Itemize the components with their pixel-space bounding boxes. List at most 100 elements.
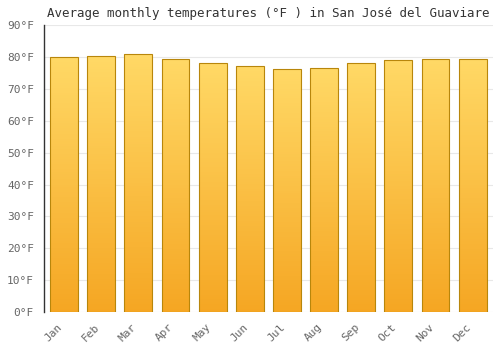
Bar — [198, 190, 226, 192]
Bar — [422, 122, 450, 125]
Bar — [458, 114, 486, 117]
Bar — [422, 261, 450, 264]
Bar — [198, 140, 226, 142]
Bar — [273, 254, 301, 256]
Bar — [88, 118, 115, 120]
Bar — [88, 187, 115, 189]
Bar — [310, 222, 338, 224]
Bar — [348, 255, 375, 257]
Bar — [50, 126, 78, 128]
Bar — [310, 239, 338, 241]
Bar — [310, 141, 338, 144]
Bar — [88, 271, 115, 274]
Bar — [384, 88, 412, 91]
Bar — [310, 275, 338, 278]
Bar — [348, 267, 375, 270]
Bar — [88, 256, 115, 258]
Bar — [273, 103, 301, 106]
Bar — [384, 133, 412, 136]
Bar — [50, 184, 78, 187]
Bar — [422, 195, 450, 198]
Bar — [348, 190, 375, 193]
Bar — [236, 125, 264, 127]
Bar — [50, 256, 78, 258]
Bar — [458, 233, 486, 236]
Bar — [422, 168, 450, 170]
Bar — [310, 226, 338, 229]
Bar — [198, 158, 226, 160]
Bar — [348, 237, 375, 240]
Bar — [162, 302, 190, 304]
Bar — [124, 108, 152, 111]
Bar — [273, 154, 301, 156]
Bar — [384, 269, 412, 272]
Bar — [310, 197, 338, 200]
Bar — [198, 122, 226, 125]
Bar — [88, 123, 115, 125]
Bar — [198, 282, 226, 285]
Bar — [422, 59, 450, 61]
Bar — [236, 132, 264, 135]
Bar — [422, 79, 450, 82]
Bar — [236, 248, 264, 251]
Bar — [384, 80, 412, 83]
Bar — [348, 96, 375, 98]
Bar — [236, 297, 264, 300]
Bar — [310, 244, 338, 246]
Bar — [198, 294, 226, 297]
Bar — [273, 271, 301, 273]
Bar — [458, 92, 486, 94]
Bar — [162, 231, 190, 233]
Bar — [162, 251, 190, 254]
Bar — [422, 117, 450, 119]
Bar — [236, 113, 264, 115]
Bar — [124, 170, 152, 173]
Bar — [88, 77, 115, 79]
Bar — [236, 260, 264, 263]
Bar — [124, 126, 152, 129]
Bar — [310, 100, 338, 102]
Bar — [273, 229, 301, 232]
Bar — [384, 307, 412, 309]
Bar — [273, 89, 301, 91]
Bar — [50, 268, 78, 271]
Bar — [422, 137, 450, 140]
Bar — [88, 141, 115, 144]
Bar — [273, 261, 301, 264]
Bar — [458, 152, 486, 155]
Bar — [162, 266, 190, 269]
Bar — [310, 280, 338, 283]
Bar — [348, 113, 375, 116]
Bar — [348, 223, 375, 225]
Bar — [236, 307, 264, 309]
Bar — [422, 223, 450, 226]
Bar — [384, 277, 412, 279]
Bar — [124, 260, 152, 263]
Bar — [458, 175, 486, 178]
Bar — [384, 171, 412, 174]
Bar — [236, 214, 264, 216]
Bar — [50, 195, 78, 197]
Bar — [273, 290, 301, 293]
Bar — [310, 209, 338, 212]
Bar — [348, 247, 375, 250]
Bar — [50, 162, 78, 164]
Bar — [273, 93, 301, 96]
Bar — [384, 211, 412, 214]
Bar — [124, 183, 152, 186]
Bar — [458, 94, 486, 97]
Bar — [236, 137, 264, 140]
Bar — [50, 192, 78, 195]
Bar — [273, 273, 301, 275]
Bar — [458, 180, 486, 183]
Bar — [124, 237, 152, 240]
Bar — [124, 284, 152, 286]
Bar — [273, 220, 301, 222]
Bar — [198, 257, 226, 260]
Bar — [88, 258, 115, 261]
Bar — [162, 175, 190, 178]
Bar — [124, 193, 152, 196]
Bar — [124, 147, 152, 149]
Bar — [50, 164, 78, 167]
Bar — [422, 281, 450, 284]
